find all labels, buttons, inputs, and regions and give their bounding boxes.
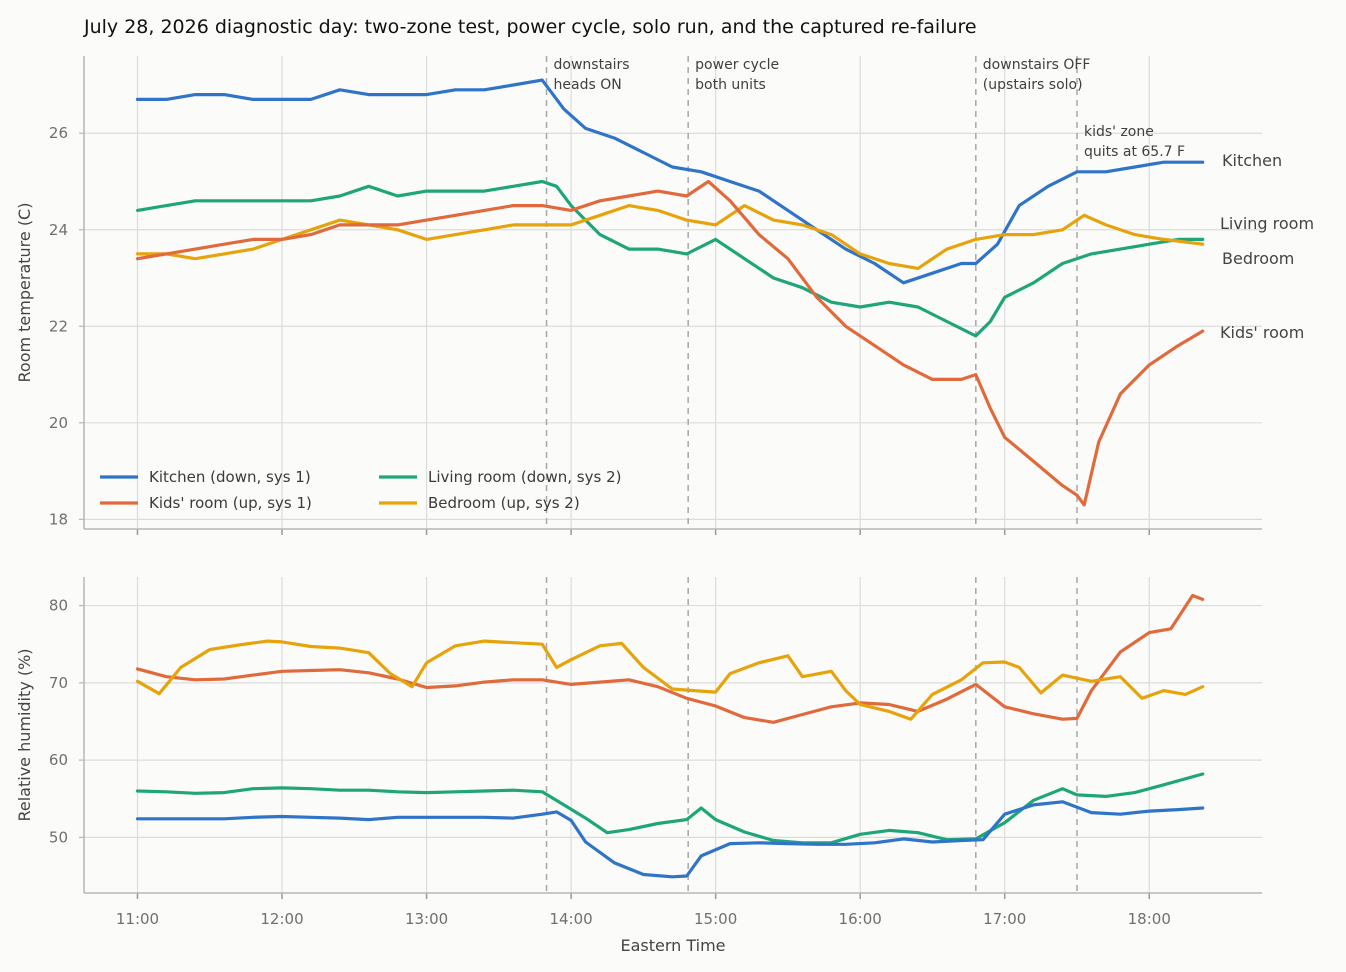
series-line-kitchen xyxy=(135,800,1205,879)
y-tick-label: 26 xyxy=(49,124,68,142)
event-annotation: both units xyxy=(695,77,766,93)
x-tick-label: 11:00 xyxy=(116,910,159,928)
event-annotation: downstairs OFF xyxy=(983,57,1091,73)
y-tick-label: 20 xyxy=(49,414,68,432)
y-tick-label: 18 xyxy=(49,510,68,528)
series-line-kitchen xyxy=(135,78,1205,285)
series-line-bedroom xyxy=(135,639,1205,721)
x-tick-label: 14:00 xyxy=(549,910,592,928)
x-tick-label: 16:00 xyxy=(839,910,882,928)
y-axis-label: Room temperature (C) xyxy=(15,203,34,383)
x-tick-label: 18:00 xyxy=(1128,910,1171,928)
x-tick-label: 12:00 xyxy=(260,910,303,928)
temperature-panel: 18 20 22 24 26 Room temperature (C) downstairs… xyxy=(15,56,1314,535)
event-annotation: heads ON xyxy=(554,77,622,93)
series-line-living-room xyxy=(135,179,1205,338)
end-label-kids-room: Kids' room xyxy=(1220,323,1304,342)
series-line-kids-room xyxy=(135,593,1205,724)
legend: Kitchen (down, sys 1) Kids' room (up, sys… xyxy=(100,468,621,512)
series-line-kids-room xyxy=(135,179,1205,507)
x-tick-label: 13:00 xyxy=(405,910,448,928)
end-label-kitchen: Kitchen xyxy=(1222,151,1282,170)
end-label-living-room: Living room xyxy=(1220,214,1314,233)
end-label-bedroom: Bedroom xyxy=(1222,249,1294,268)
event-annotation: power cycle xyxy=(695,57,779,73)
x-tick-label: 17:00 xyxy=(983,910,1026,928)
x-tick-label: 15:00 xyxy=(694,910,737,928)
humidity-panel: 50 60 70 80 11:00 12:00 13:00 14:00 15:00 16:00 17… xyxy=(15,577,1262,928)
event-annotation: (upstairs solo) xyxy=(983,77,1083,93)
legend-label: Living room (down, sys 2) xyxy=(428,468,621,486)
y-tick-label: 80 xyxy=(49,597,68,615)
y-tick-label: 22 xyxy=(49,317,68,335)
y-tick-label: 70 xyxy=(49,674,68,692)
y-axis-label: Relative humidity (%) xyxy=(15,648,34,821)
legend-label: Kids' room (up, sys 1) xyxy=(149,494,312,512)
y-tick-label: 24 xyxy=(49,221,68,239)
y-tick-label: 60 xyxy=(49,751,68,769)
chart-title: July 28, 2026 diagnostic day: two-zone t… xyxy=(83,16,977,38)
event-annotation: downstairs xyxy=(554,57,630,73)
series-line-bedroom xyxy=(135,204,1205,270)
legend-label: Bedroom (up, sys 2) xyxy=(428,494,580,512)
x-axis-label: Eastern Time xyxy=(620,936,725,955)
event-annotation: quits at 65.7 F xyxy=(1084,144,1185,160)
legend-label: Kitchen (down, sys 1) xyxy=(149,468,311,486)
series-line-living-room xyxy=(135,772,1205,845)
y-tick-label: 50 xyxy=(49,828,68,846)
event-annotation: kids' zone xyxy=(1084,124,1154,140)
